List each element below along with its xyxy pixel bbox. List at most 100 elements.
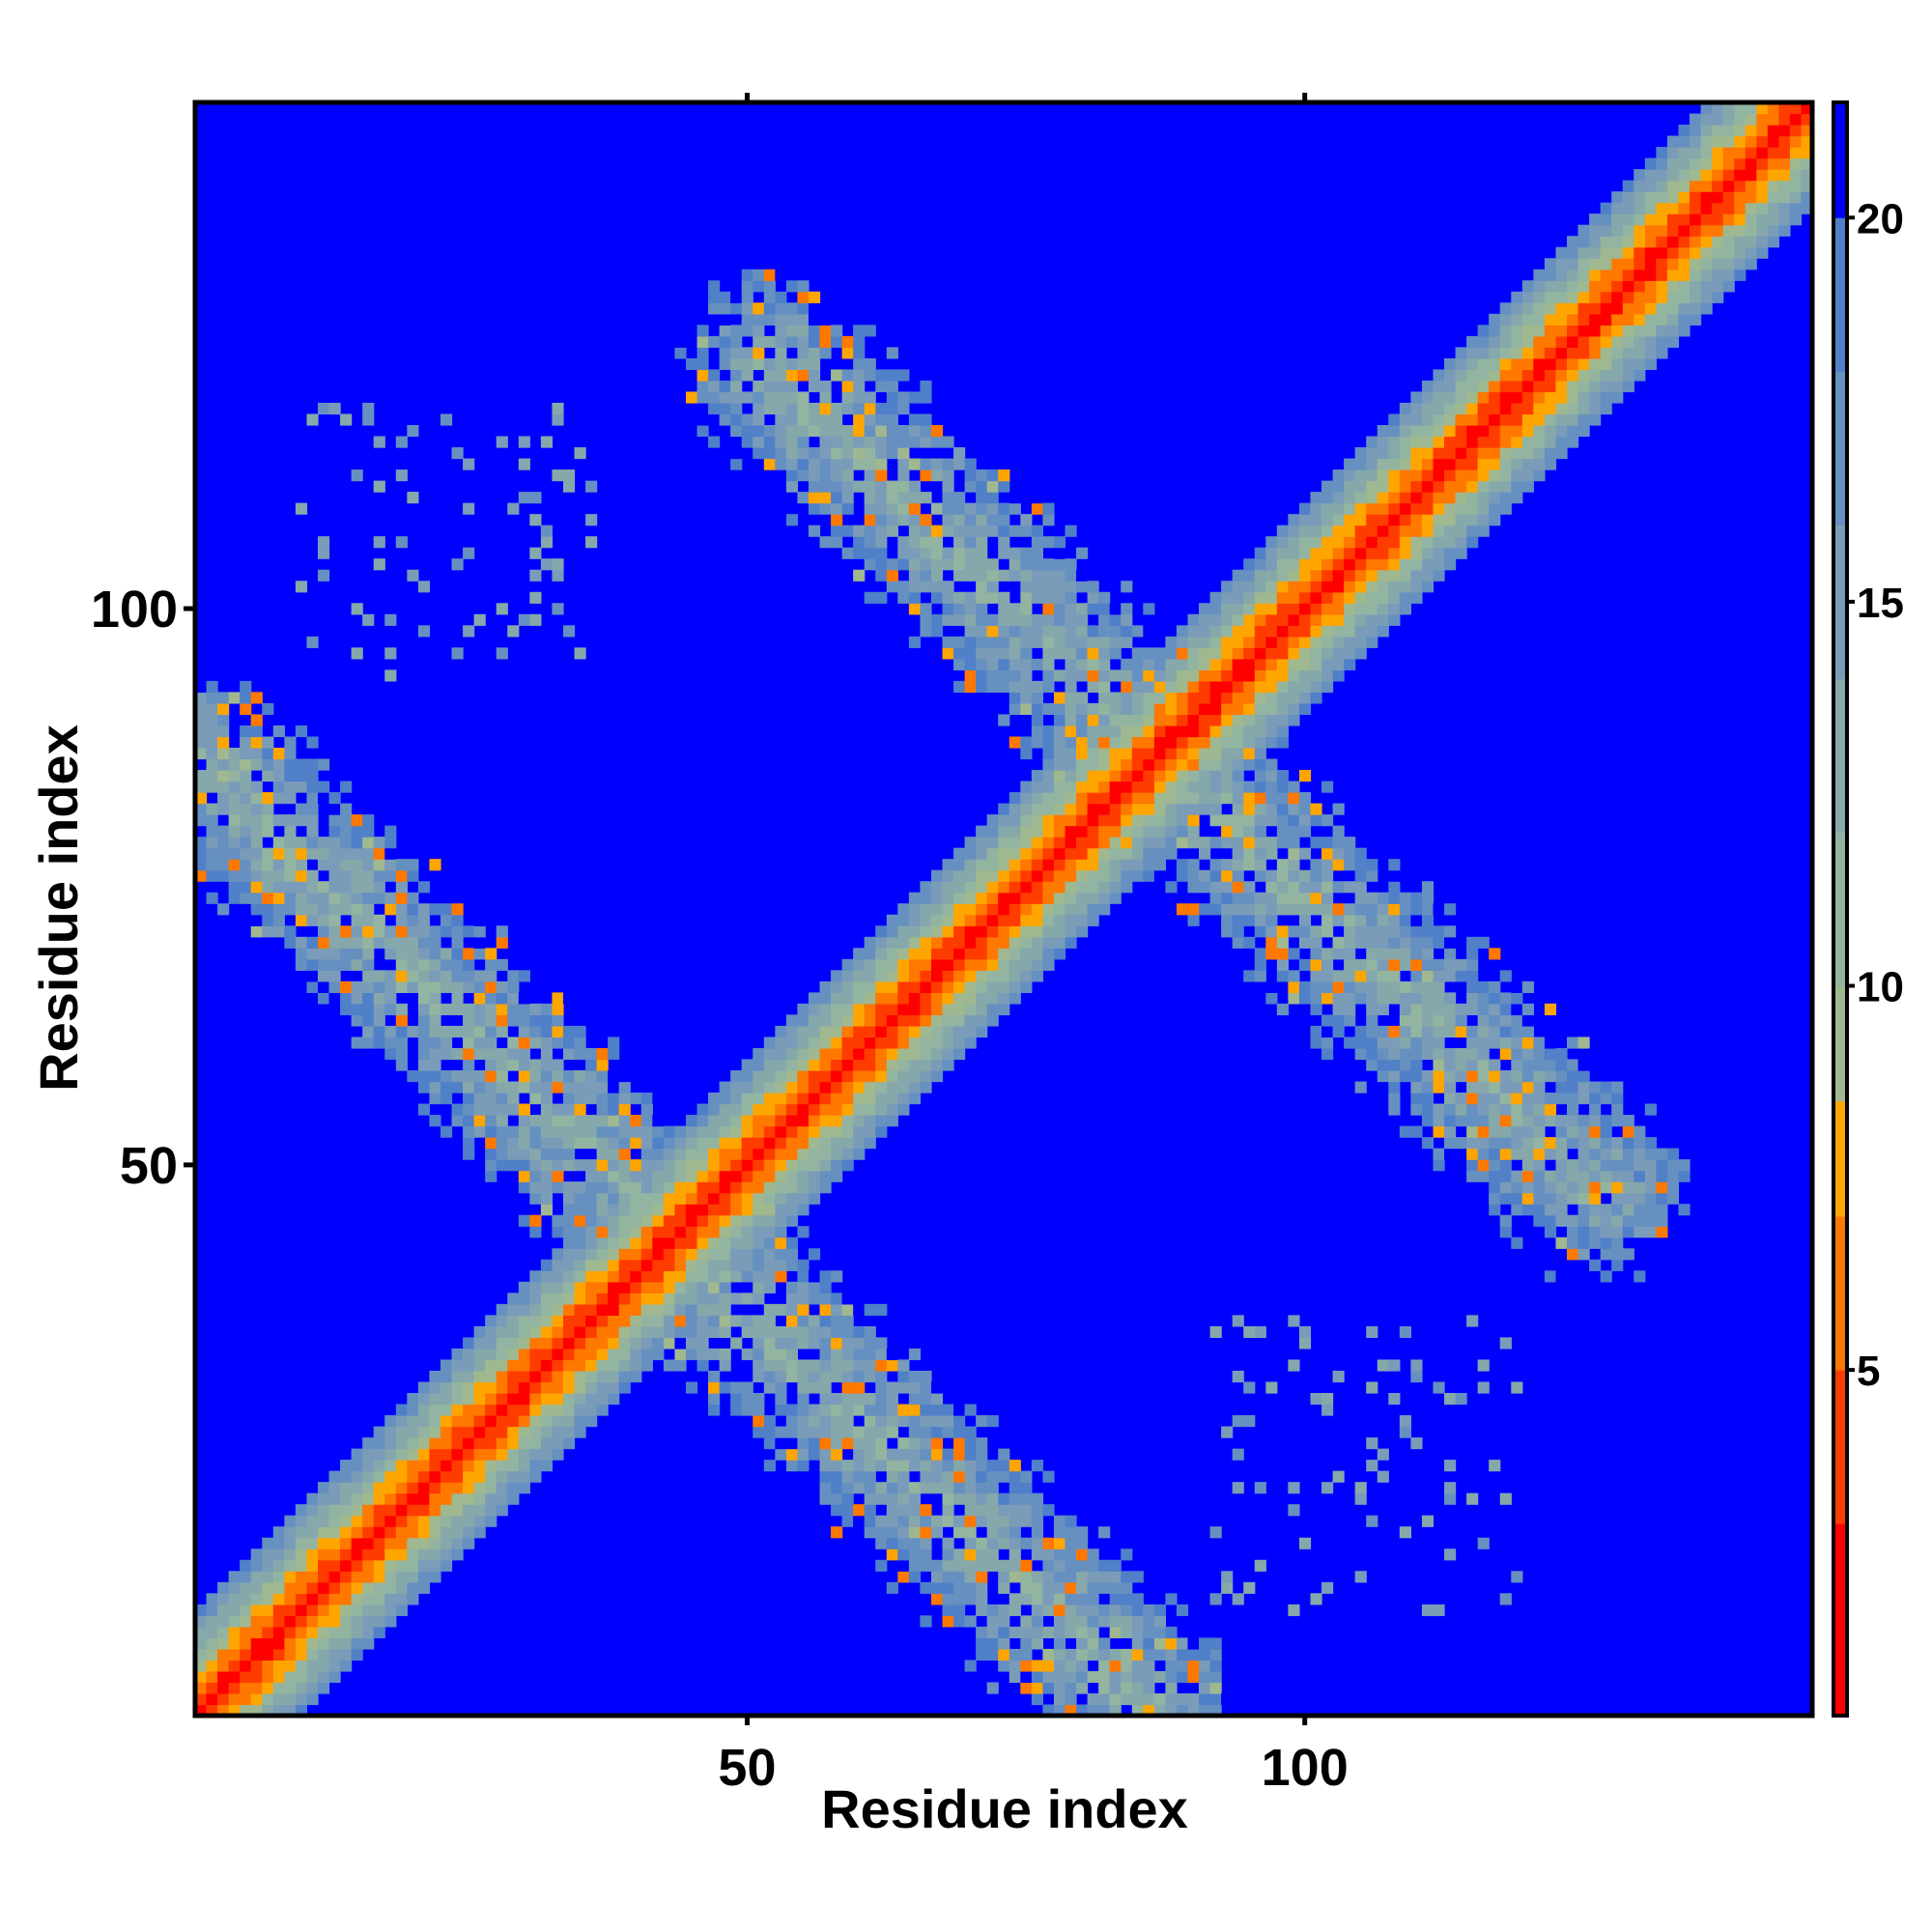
heatmap-cell: [206, 892, 218, 904]
heatmap-cell: [1366, 1014, 1378, 1027]
heatmap-cell: [284, 792, 297, 805]
heatmap-cell: [1042, 847, 1055, 860]
heatmap-cell: [262, 1593, 274, 1605]
heatmap-cell: [685, 1204, 698, 1216]
heatmap-cell: [463, 1003, 475, 1016]
heatmap-cell: [407, 1415, 419, 1428]
heatmap-cell: [785, 469, 799, 482]
heatmap-cell: [897, 970, 910, 982]
heatmap-cell: [875, 436, 888, 448]
heatmap-cell: [775, 1426, 787, 1438]
heatmap-cell: [1065, 1492, 1077, 1505]
heatmap-cell: [463, 1115, 475, 1127]
heatmap-cell: [1354, 925, 1367, 938]
heatmap-cell: [1477, 1159, 1490, 1172]
heatmap-cell: [240, 758, 252, 771]
heatmap-cell: [1098, 647, 1111, 660]
heatmap-cell: [1298, 770, 1312, 782]
heatmap-cell: [819, 980, 832, 993]
heatmap-cell: [875, 1359, 888, 1372]
heatmap-cell: [351, 992, 363, 1005]
heatmap-cell: [262, 1581, 274, 1594]
heatmap-cell: [1444, 492, 1457, 504]
heatmap-cell: [719, 1259, 731, 1271]
heatmap-cell: [1499, 447, 1512, 460]
heatmap-cell: [1020, 970, 1033, 982]
heatmap-cell: [1243, 936, 1256, 949]
heatmap-cell: [1098, 892, 1111, 904]
heatmap-cell: [741, 413, 753, 426]
heatmap-cell: [831, 1470, 843, 1483]
heatmap-cell: [1354, 625, 1367, 638]
heatmap-cell: [976, 1415, 988, 1428]
heatmap-cell: [1388, 492, 1401, 504]
heatmap-cell: [540, 1393, 554, 1406]
heatmap-cell: [808, 1115, 821, 1127]
heatmap-cell: [552, 1325, 564, 1339]
heatmap-cell: [1109, 1559, 1122, 1572]
heatmap-cell: [362, 1448, 375, 1461]
heatmap-cell: [986, 469, 999, 482]
heatmap-cell: [797, 1192, 810, 1205]
heatmap-cell: [540, 1159, 554, 1172]
heatmap-cell: [819, 402, 832, 415]
heatmap-cell: [240, 825, 252, 838]
heatmap-cell: [1489, 436, 1501, 448]
heatmap-cell: [763, 335, 776, 348]
heatmap-cell: [797, 1448, 810, 1461]
heatmap-cell: [1544, 1270, 1557, 1283]
heatmap-cell: [407, 936, 419, 949]
heatmap-cell: [674, 1204, 687, 1216]
heatmap-cell: [1499, 502, 1512, 515]
heatmap-cell: [897, 369, 910, 382]
heatmap-cell: [1087, 837, 1099, 849]
heatmap-cell: [640, 1337, 653, 1350]
heatmap-cell: [1187, 781, 1200, 793]
heatmap-cell: [920, 948, 932, 960]
heatmap-cell: [920, 1404, 932, 1416]
heatmap-cell: [1499, 1170, 1512, 1182]
heatmap-cell: [864, 413, 876, 426]
heatmap-cell: [240, 1670, 252, 1684]
heatmap-cell: [753, 413, 765, 426]
heatmap-cell: [1499, 425, 1512, 438]
heatmap-cell: [306, 792, 319, 805]
heatmap-cell: [496, 980, 508, 993]
heatmap-cell: [1176, 1692, 1189, 1706]
heatmap-cell: [485, 1059, 497, 1071]
heatmap-cell: [775, 380, 787, 393]
heatmap-cell: [1098, 1637, 1111, 1650]
heatmap-cell: [1131, 724, 1144, 738]
heatmap-cell: [831, 502, 843, 515]
heatmap-cell: [808, 1437, 821, 1450]
heatmap-cell: [1076, 1526, 1089, 1539]
heatmap-cell: [808, 525, 821, 537]
heatmap-cell: [1243, 803, 1256, 815]
heatmap-cell: [753, 280, 765, 293]
heatmap-cell: [1076, 869, 1089, 882]
heatmap-cell: [574, 1315, 586, 1327]
heatmap-cell: [886, 1103, 898, 1116]
heatmap-cell: [875, 1460, 888, 1472]
heatmap-cell: [463, 1348, 475, 1361]
heatmap-cell: [986, 1648, 999, 1662]
heatmap-cell: [463, 1148, 475, 1160]
heatmap-cell: [998, 948, 1010, 960]
heatmap-cell: [1121, 770, 1133, 782]
heatmap-cell: [362, 1526, 375, 1539]
heatmap-cell: [485, 1370, 497, 1383]
heatmap-cell: [841, 1148, 854, 1160]
heatmap-cell: [1065, 1593, 1077, 1605]
heatmap-cell: [1477, 469, 1490, 482]
heatmap-cell: [908, 591, 922, 604]
heatmap-cell: [463, 1470, 475, 1483]
heatmap-cell: [518, 1059, 530, 1071]
heatmap-cell: [206, 1604, 218, 1616]
heatmap-cell: [417, 1559, 431, 1572]
heatmap-cell: [942, 591, 954, 604]
heatmap-cell: [295, 1593, 308, 1605]
heatmap-cell: [1344, 837, 1356, 849]
heatmap-cell: [1009, 1670, 1021, 1684]
heatmap-cell: [797, 1415, 810, 1428]
heatmap-cell: [886, 1526, 898, 1539]
